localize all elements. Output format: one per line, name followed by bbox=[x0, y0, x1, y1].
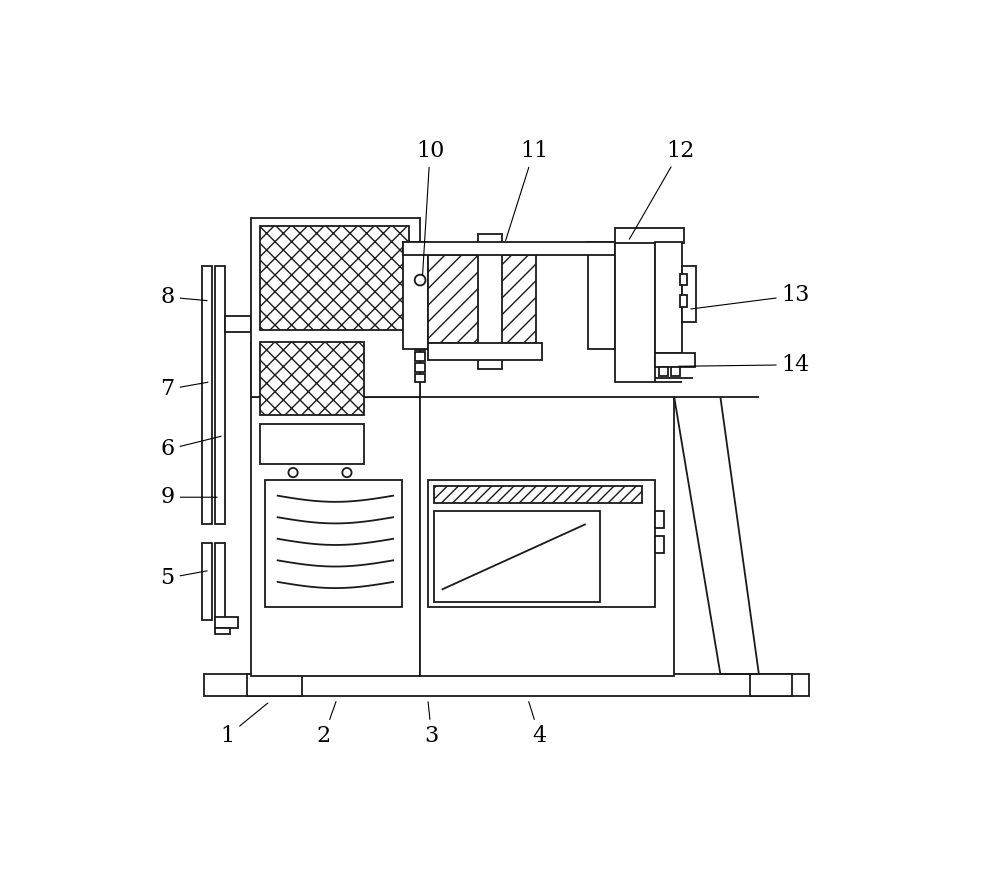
Bar bbox=[655, 511, 664, 528]
Bar bbox=[415, 374, 425, 382]
Bar bbox=[415, 321, 425, 328]
Bar bbox=[415, 353, 425, 361]
Bar bbox=[428, 343, 542, 361]
Bar bbox=[655, 354, 695, 367]
Bar bbox=[615, 227, 684, 243]
Text: 7: 7 bbox=[160, 378, 208, 401]
Text: 3: 3 bbox=[425, 702, 439, 747]
Bar bbox=[202, 544, 212, 620]
Text: 5: 5 bbox=[160, 567, 207, 589]
Bar bbox=[655, 536, 664, 553]
Bar bbox=[680, 273, 687, 286]
Bar bbox=[428, 480, 655, 607]
Text: 12: 12 bbox=[629, 139, 694, 240]
Bar bbox=[434, 486, 642, 503]
Bar bbox=[403, 241, 428, 349]
Text: 9: 9 bbox=[160, 486, 217, 508]
Bar bbox=[215, 628, 230, 634]
Bar bbox=[251, 397, 420, 676]
Bar bbox=[671, 367, 680, 376]
Circle shape bbox=[288, 468, 298, 477]
Bar bbox=[215, 267, 225, 524]
Bar bbox=[415, 299, 425, 307]
Bar bbox=[415, 341, 425, 350]
Bar bbox=[415, 331, 425, 340]
Bar bbox=[260, 226, 409, 330]
Bar bbox=[415, 363, 425, 372]
Bar bbox=[655, 241, 682, 354]
Bar bbox=[260, 424, 364, 464]
Bar bbox=[659, 367, 668, 376]
Text: 14: 14 bbox=[679, 354, 810, 375]
Bar bbox=[202, 267, 212, 524]
Bar bbox=[260, 341, 364, 415]
Bar bbox=[615, 241, 655, 381]
Bar bbox=[265, 480, 402, 607]
Bar bbox=[680, 295, 687, 307]
Bar bbox=[251, 341, 420, 397]
Bar bbox=[682, 267, 696, 321]
Bar bbox=[415, 309, 425, 318]
Bar bbox=[403, 241, 615, 254]
Text: 6: 6 bbox=[160, 436, 221, 461]
Circle shape bbox=[415, 274, 425, 286]
Bar bbox=[415, 287, 425, 296]
Text: 2: 2 bbox=[317, 701, 336, 747]
Bar bbox=[215, 544, 225, 620]
Text: 10: 10 bbox=[416, 139, 444, 275]
Bar bbox=[215, 617, 238, 628]
Circle shape bbox=[342, 468, 352, 477]
Bar bbox=[420, 397, 674, 676]
Bar bbox=[204, 674, 809, 696]
Bar bbox=[750, 674, 792, 696]
Bar bbox=[588, 241, 615, 349]
Bar bbox=[251, 219, 420, 397]
Bar bbox=[247, 674, 302, 696]
Bar bbox=[478, 234, 502, 368]
Text: 1: 1 bbox=[221, 703, 268, 747]
Bar bbox=[225, 316, 251, 332]
Text: 13: 13 bbox=[691, 285, 810, 309]
Bar bbox=[434, 511, 600, 602]
Text: 11: 11 bbox=[506, 139, 548, 240]
Text: 4: 4 bbox=[529, 702, 547, 747]
Text: 8: 8 bbox=[160, 286, 207, 308]
Bar bbox=[428, 254, 536, 343]
